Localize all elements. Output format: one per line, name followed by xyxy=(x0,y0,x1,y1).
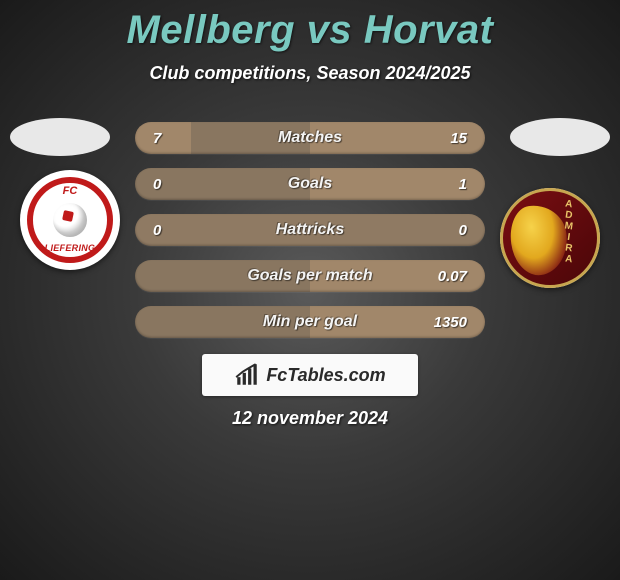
club-left-bottom-text: LIEFERING xyxy=(33,243,107,253)
stat-label: Goals per match xyxy=(135,267,485,285)
stat-label: Matches xyxy=(135,129,485,147)
stat-row: 0Hattricks0 xyxy=(135,214,485,246)
stat-row: 7Matches15 xyxy=(135,122,485,154)
page-title: Mellberg vs Horvat xyxy=(0,0,620,53)
club-right-badge: A D M I R A xyxy=(500,188,600,288)
brand-text: FcTables.com xyxy=(266,365,385,386)
stat-value-left: 0 xyxy=(153,176,161,193)
stats-container: 7Matches150Goals10Hattricks0Goals per ma… xyxy=(135,122,485,352)
stat-value-right: 0 xyxy=(459,222,467,239)
date-text: 12 november 2024 xyxy=(0,408,620,429)
stat-row: 0Goals1 xyxy=(135,168,485,200)
player-left-avatar xyxy=(10,118,110,156)
stat-value-right: 15 xyxy=(450,130,467,147)
club-left-top-text: FC xyxy=(33,185,107,197)
stat-value-right: 1 xyxy=(459,176,467,193)
stat-value-right: 0.07 xyxy=(438,268,467,285)
bar-chart-icon xyxy=(234,362,260,388)
subtitle: Club competitions, Season 2024/2025 xyxy=(0,63,620,84)
club-right-label: A D M I R A xyxy=(547,199,591,277)
player-right-avatar xyxy=(510,118,610,156)
stat-value-left: 0 xyxy=(153,222,161,239)
stat-row: Min per goal1350 xyxy=(135,306,485,338)
club-left-badge: FC LIEFERING xyxy=(20,170,120,270)
stat-label: Min per goal xyxy=(135,313,485,331)
stat-value-left: 7 xyxy=(153,130,161,147)
stat-label: Hattricks xyxy=(135,221,485,239)
stat-label: Goals xyxy=(135,175,485,193)
brand-box: FcTables.com xyxy=(202,354,418,396)
soccer-ball-icon xyxy=(53,203,87,237)
stat-row: Goals per match0.07 xyxy=(135,260,485,292)
stat-value-right: 1350 xyxy=(434,314,467,331)
